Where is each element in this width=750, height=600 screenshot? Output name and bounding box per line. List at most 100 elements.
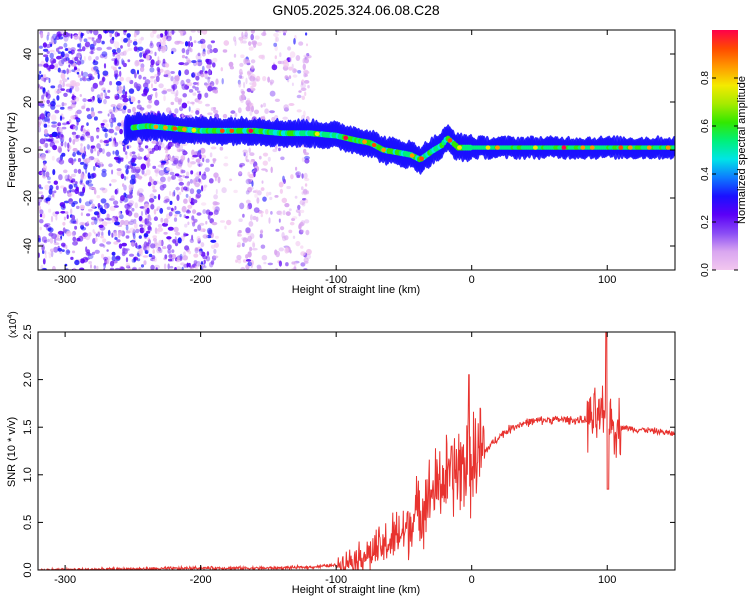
noise-dot — [262, 76, 267, 82]
noise-dot — [242, 149, 248, 154]
noise-dot — [263, 30, 266, 36]
noise-dot — [81, 152, 86, 160]
noise-dot — [156, 206, 161, 210]
noise-dot — [140, 264, 145, 268]
noise-dot — [79, 149, 85, 153]
noise-dot — [90, 86, 95, 92]
noise-dot — [54, 109, 60, 114]
noise-dot — [239, 62, 244, 67]
noise-dot — [169, 168, 173, 172]
noise-dot — [51, 124, 57, 128]
noise-dot — [112, 108, 118, 113]
noise-dot — [191, 197, 194, 203]
noise-dot — [141, 169, 145, 175]
noise-dot — [164, 30, 168, 36]
noise-dot — [73, 158, 77, 162]
noise-dot — [257, 265, 262, 270]
noise-dot — [222, 113, 228, 119]
noise-dot — [79, 180, 83, 185]
noise-dot — [174, 205, 177, 211]
noise-dot — [252, 41, 257, 48]
noise-dot — [187, 157, 190, 164]
noise-dot — [139, 206, 146, 209]
noise-dot — [42, 87, 46, 94]
noise-dot — [57, 247, 63, 252]
noise-dot — [99, 80, 104, 86]
noise-dot — [260, 244, 266, 249]
noise-dot — [86, 144, 90, 150]
noise-dot — [52, 33, 58, 41]
noise-dot — [126, 33, 131, 38]
noise-dot — [47, 31, 50, 37]
noise-dot — [60, 185, 65, 189]
noise-dot — [126, 145, 129, 150]
noise-dot — [194, 182, 200, 188]
noise-dot — [297, 70, 302, 74]
noise-dot — [119, 76, 124, 82]
noise-dot — [150, 243, 156, 249]
noise-dot — [134, 60, 140, 67]
noise-dot — [229, 178, 233, 182]
noise-dot — [146, 230, 151, 234]
noise-dot — [210, 40, 215, 44]
noise-dot — [162, 184, 167, 189]
noise-dot — [270, 211, 273, 215]
noise-dot — [171, 174, 177, 180]
noise-dot — [139, 59, 144, 62]
noise-dot — [147, 225, 152, 231]
noise-dot — [43, 224, 49, 228]
noise-dot — [245, 77, 248, 85]
noise-dot — [281, 197, 287, 204]
noise-dot — [43, 48, 49, 52]
noise-dot — [90, 135, 94, 143]
noise-dot — [166, 35, 172, 42]
noise-dot — [70, 33, 73, 39]
noise-dot — [103, 63, 107, 69]
noise-dot — [195, 158, 201, 163]
noise-dot — [125, 153, 128, 160]
noise-dot — [169, 171, 175, 176]
noise-dot — [155, 75, 160, 83]
noise-dot — [144, 218, 150, 225]
noise-dot — [57, 67, 61, 73]
noise-dot — [159, 181, 164, 185]
noise-dot — [48, 232, 54, 237]
noise-dot — [210, 244, 216, 249]
noise-dot — [261, 168, 267, 171]
noise-dot — [49, 64, 55, 70]
noise-dot — [56, 90, 62, 94]
noise-dot — [125, 257, 129, 263]
noise-dot — [190, 110, 194, 113]
noise-dot — [110, 195, 115, 201]
noise-dot — [190, 170, 194, 175]
noise-dot — [87, 208, 93, 212]
noise-dot — [190, 41, 194, 48]
noise-dot — [147, 94, 153, 101]
noise-dot — [124, 91, 128, 95]
noise-dot — [256, 197, 260, 204]
noise-dot — [249, 246, 253, 252]
noise-dot — [68, 119, 72, 124]
noise-dot — [171, 249, 175, 254]
noise-dot — [80, 143, 83, 147]
noise-dot — [116, 187, 119, 195]
ridge-hot-spot — [172, 126, 178, 131]
noise-dot — [139, 59, 144, 62]
noise-dot — [74, 225, 78, 230]
noise-dot — [96, 265, 99, 270]
noise-dot — [238, 74, 243, 79]
noise-dot — [210, 107, 215, 111]
noise-dot — [58, 87, 61, 92]
noise-dot — [154, 99, 160, 106]
noise-dot — [293, 266, 297, 270]
noise-dot — [247, 187, 253, 193]
noise-dot — [108, 128, 115, 134]
noise-dot — [179, 41, 184, 45]
noise-dot — [190, 161, 196, 165]
noise-dot — [92, 82, 99, 89]
noise-dot — [78, 55, 81, 58]
noise-dot — [39, 209, 44, 215]
noise-dot — [80, 136, 84, 140]
noise-dot — [221, 78, 224, 85]
